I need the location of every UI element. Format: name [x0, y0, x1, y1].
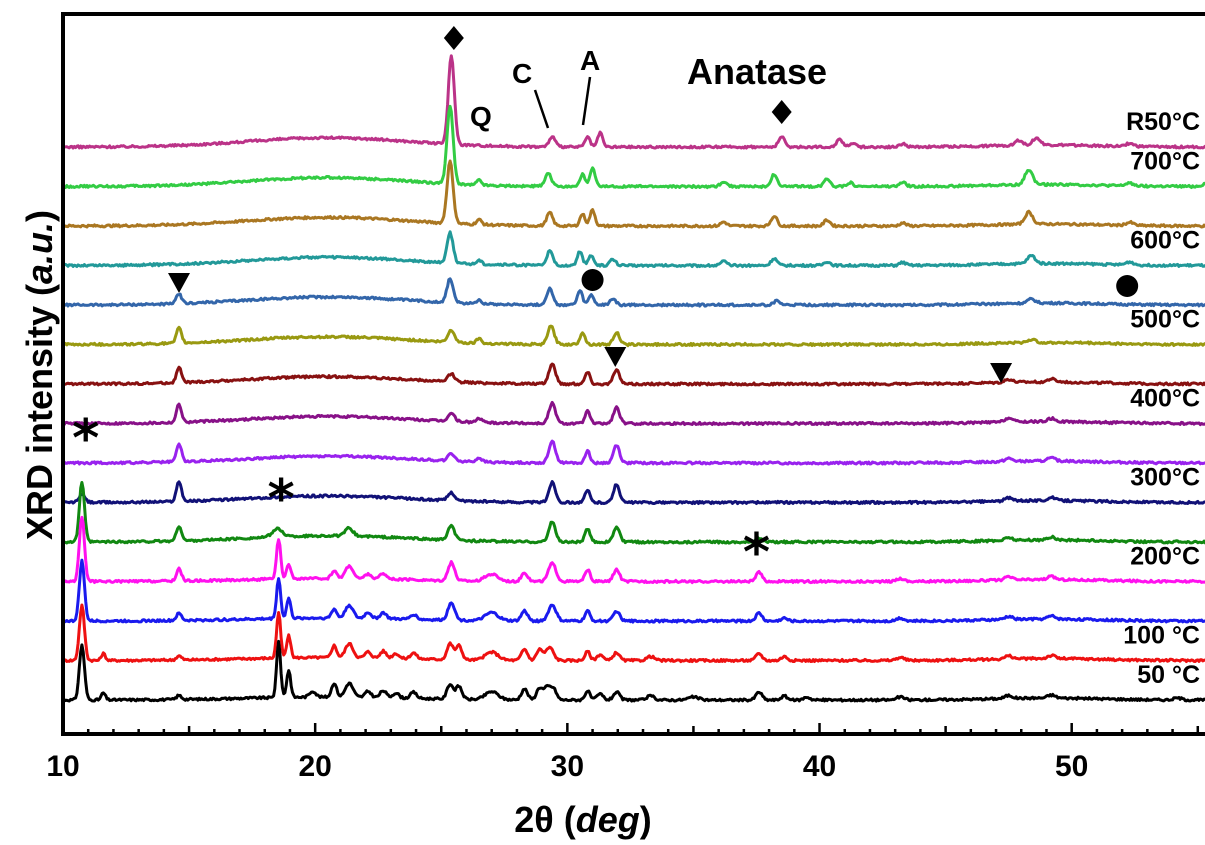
- x-tick-label: 50: [1055, 750, 1088, 783]
- series-label-7: 400°C: [1130, 385, 1200, 413]
- x-tick-label: 10: [46, 750, 79, 783]
- series-line-10: [62, 277, 1205, 308]
- star-marker: *: [743, 523, 770, 583]
- series-line-6: [62, 439, 1205, 466]
- x-axis-label: 2θ (deg): [514, 799, 652, 840]
- anatase-marker: [443, 26, 464, 50]
- annotation-c: C: [512, 58, 532, 89]
- series-label-5: 300°C: [1130, 464, 1200, 492]
- series-line-3: [62, 515, 1205, 585]
- circle-marker: [1116, 275, 1139, 297]
- triangle-marker: [990, 363, 1013, 383]
- series-line-11: [62, 230, 1205, 269]
- series-line-8: [61, 362, 1205, 387]
- annotation-a: A: [580, 45, 600, 76]
- series-line-4: [62, 481, 1205, 545]
- series-label-0: 50 °C: [1137, 661, 1200, 689]
- series-line-13: [62, 104, 1205, 190]
- series-label-3: 200°C: [1130, 543, 1200, 571]
- series-label-13: 700°C: [1130, 148, 1200, 176]
- x-tick-label: 20: [298, 750, 331, 783]
- xrd-traces: [61, 54, 1205, 703]
- series-labels: R50°C 700°C 600°C 500°C 400°C 300°C 200°C 100 °…: [1123, 108, 1200, 689]
- star-marker: *: [268, 469, 295, 529]
- series-line-0: [62, 639, 1205, 703]
- annotation-q: Q: [470, 101, 492, 132]
- phase-markers: * * *: [72, 26, 1139, 583]
- annotation-anatase: Anatase: [687, 51, 827, 92]
- series-label-11: 600°C: [1130, 227, 1200, 255]
- plot-frame: [61, 12, 1205, 736]
- circle-marker: [581, 269, 604, 291]
- annotation-c-pointer: [533, 89, 550, 129]
- triangle-marker: [604, 347, 627, 367]
- series-line-5: [62, 480, 1205, 506]
- x-tick-label: 40: [803, 750, 836, 783]
- x-tick-label: 30: [551, 750, 584, 783]
- x-axis-ticks: 10 20 30 40 50: [46, 723, 1200, 783]
- annotation-a-pointer: [581, 76, 592, 126]
- triangle-marker: [168, 273, 190, 293]
- series-line-2: [61, 558, 1205, 624]
- series-line-12: [62, 159, 1205, 229]
- anatase-marker: [771, 100, 792, 124]
- star-marker: *: [72, 409, 99, 469]
- series-label-9: 500°C: [1130, 306, 1200, 334]
- y-axis-label: XRD intensity (a.u.): [19, 210, 60, 540]
- series-label-1: 100 °C: [1123, 622, 1200, 650]
- series-line-14: [62, 54, 1205, 150]
- series-label-14: R50°C: [1126, 108, 1200, 136]
- series-line-1: [61, 603, 1205, 664]
- series-line-7: [62, 400, 1205, 427]
- series-line-9: [62, 324, 1205, 348]
